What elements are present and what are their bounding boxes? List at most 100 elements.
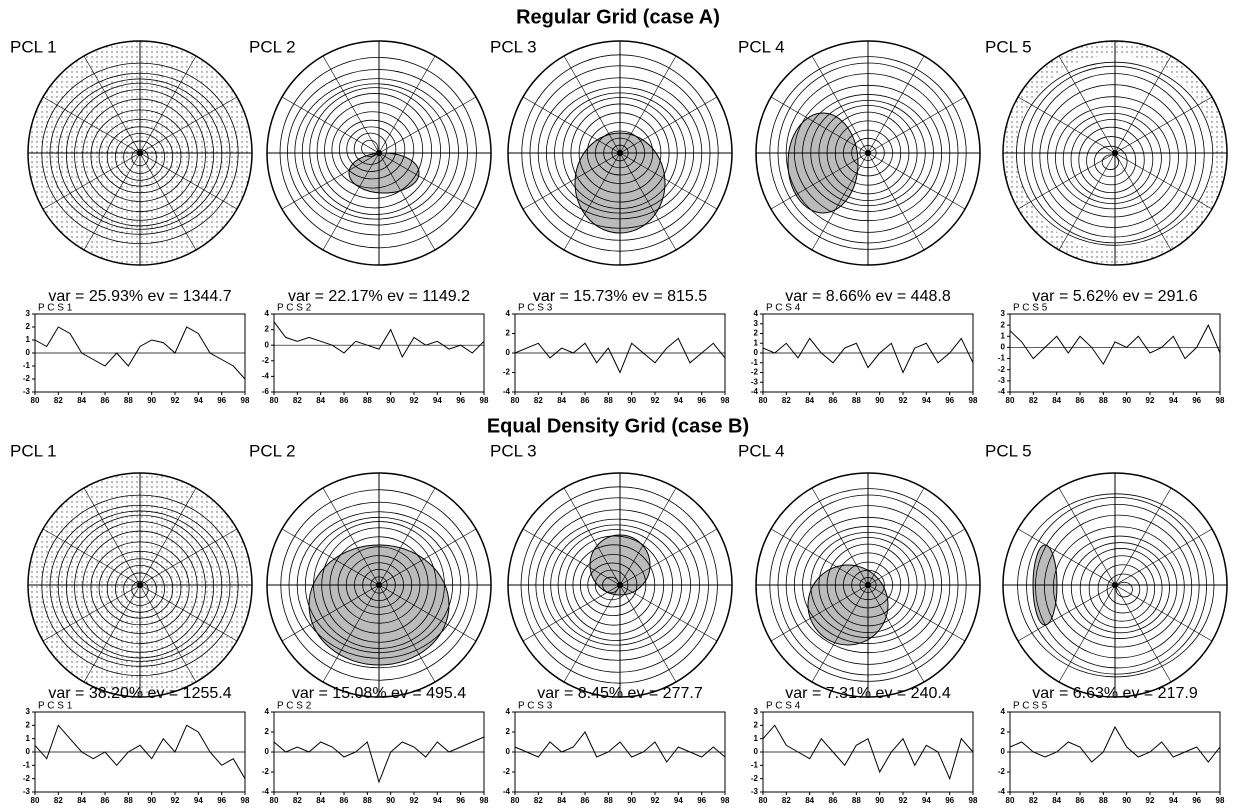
panel-stats: var = 15.08% ev = 495.4 bbox=[292, 685, 466, 702]
x-tick-label: 82 bbox=[534, 796, 543, 805]
y-tick-label: 0 bbox=[1001, 747, 1006, 756]
contour bbox=[1115, 581, 1133, 598]
pole bbox=[865, 150, 871, 156]
y-tick-label: 4 bbox=[265, 707, 270, 716]
series-title: P C S 3 bbox=[518, 701, 553, 712]
pole bbox=[1112, 150, 1118, 156]
x-tick-label: 80 bbox=[511, 796, 520, 805]
plot-frame bbox=[273, 313, 485, 393]
contour bbox=[1097, 564, 1148, 614]
pole bbox=[137, 582, 143, 588]
x-tick-label: 80 bbox=[31, 796, 40, 805]
x-tick-label: 90 bbox=[147, 396, 156, 405]
y-tick-label: -4 bbox=[751, 387, 759, 396]
x-tick-label: 98 bbox=[241, 796, 250, 805]
plot-frame bbox=[1009, 313, 1221, 393]
y-tick-label: -2 bbox=[998, 365, 1006, 374]
y-tick-label: -3 bbox=[751, 787, 759, 796]
panel-label: PCL 5 bbox=[985, 441, 1032, 460]
y-tick-label: 0 bbox=[754, 348, 759, 357]
series-line bbox=[273, 736, 485, 784]
contour bbox=[1101, 154, 1119, 170]
contour bbox=[1039, 84, 1188, 228]
y-tick-label: -2 bbox=[503, 368, 511, 377]
y-tick-label: 0 bbox=[265, 747, 270, 756]
panel-stats: var = 8.66% ev = 448.8 bbox=[785, 288, 951, 305]
x-tick-label: 90 bbox=[1122, 796, 1131, 805]
pole bbox=[617, 582, 623, 588]
y-tick-label: 2 bbox=[506, 329, 511, 338]
series-line bbox=[34, 724, 246, 779]
panel-label: PCL 4 bbox=[738, 37, 785, 56]
y-tick-label: -1 bbox=[23, 760, 31, 769]
x-tick-label: 82 bbox=[54, 396, 63, 405]
x-tick-label: 82 bbox=[293, 396, 302, 405]
x-tick-label: 96 bbox=[456, 796, 465, 805]
y-tick-label: 0 bbox=[26, 747, 31, 756]
x-tick-label: 96 bbox=[217, 396, 226, 405]
y-tick-label: 1 bbox=[26, 734, 31, 743]
y-tick-label: 0 bbox=[26, 348, 31, 357]
x-tick-label: 88 bbox=[604, 396, 613, 405]
x-tick-label: 84 bbox=[316, 396, 325, 405]
panel-stats: var = 15.73% ev = 815.5 bbox=[533, 288, 707, 305]
y-tick-label: -2 bbox=[998, 767, 1006, 776]
pole bbox=[376, 150, 382, 156]
series-title: P C S 1 bbox=[38, 701, 73, 712]
x-tick-label: 84 bbox=[805, 396, 814, 405]
panel-label: PCL 1 bbox=[10, 37, 57, 56]
x-tick-label: 86 bbox=[340, 796, 349, 805]
x-tick-label: 94 bbox=[1169, 796, 1178, 805]
polar-map bbox=[266, 40, 492, 266]
x-tick-label: 98 bbox=[721, 796, 730, 805]
contour bbox=[1023, 65, 1205, 244]
y-tick-label: -4 bbox=[262, 787, 270, 796]
panel-label: PCL 4 bbox=[738, 441, 785, 460]
x-tick-label: 86 bbox=[340, 396, 349, 405]
x-tick-label: 80 bbox=[270, 396, 279, 405]
x-tick-label: 86 bbox=[581, 396, 590, 405]
y-tick-label: 0 bbox=[1001, 343, 1006, 352]
polar-map bbox=[755, 40, 981, 266]
x-tick-label: 92 bbox=[651, 796, 660, 805]
contour bbox=[1079, 548, 1163, 629]
contour bbox=[361, 139, 379, 157]
contour bbox=[1054, 105, 1171, 210]
y-tick-label: -4 bbox=[262, 372, 270, 381]
y-tick-label: 1 bbox=[1001, 331, 1006, 340]
y-tick-label: 3 bbox=[754, 707, 759, 716]
y-tick-label: 0 bbox=[265, 340, 270, 349]
x-tick-label: 98 bbox=[969, 396, 978, 405]
y-tick-label: -2 bbox=[23, 374, 31, 383]
y-tick-label: 2 bbox=[265, 727, 270, 736]
y-tick-label: 0 bbox=[506, 747, 511, 756]
x-tick-label: 96 bbox=[697, 396, 706, 405]
x-tick-label: 92 bbox=[899, 396, 908, 405]
y-tick-label: -2 bbox=[262, 767, 270, 776]
x-tick-label: 90 bbox=[386, 396, 395, 405]
contour bbox=[309, 87, 442, 215]
x-tick-label: 80 bbox=[511, 396, 520, 405]
contour bbox=[346, 126, 397, 172]
x-tick-label: 96 bbox=[217, 796, 226, 805]
shaded-region bbox=[787, 112, 859, 214]
x-tick-label: 92 bbox=[651, 396, 660, 405]
panel-stats: var = 6.63% ev = 217.9 bbox=[1032, 685, 1198, 702]
y-tick-label: 2 bbox=[754, 329, 759, 338]
x-tick-label: 96 bbox=[1192, 396, 1201, 405]
y-tick-label: 2 bbox=[1001, 320, 1006, 329]
y-tick-label: -2 bbox=[751, 774, 759, 783]
contour bbox=[1078, 126, 1145, 194]
x-tick-label: 80 bbox=[270, 796, 279, 805]
x-tick-label: 92 bbox=[171, 396, 180, 405]
contour bbox=[324, 101, 424, 199]
contour bbox=[1061, 535, 1178, 639]
y-tick-label: 2 bbox=[506, 727, 511, 736]
contour bbox=[1044, 514, 1193, 659]
panel-label: PCL 2 bbox=[249, 441, 296, 460]
pole bbox=[865, 582, 871, 588]
panel-stats: var = 22.17% ev = 1149.2 bbox=[288, 288, 470, 305]
y-tick-label: -4 bbox=[503, 787, 511, 796]
x-tick-label: 90 bbox=[1122, 396, 1131, 405]
y-tick-label: 3 bbox=[754, 319, 759, 328]
